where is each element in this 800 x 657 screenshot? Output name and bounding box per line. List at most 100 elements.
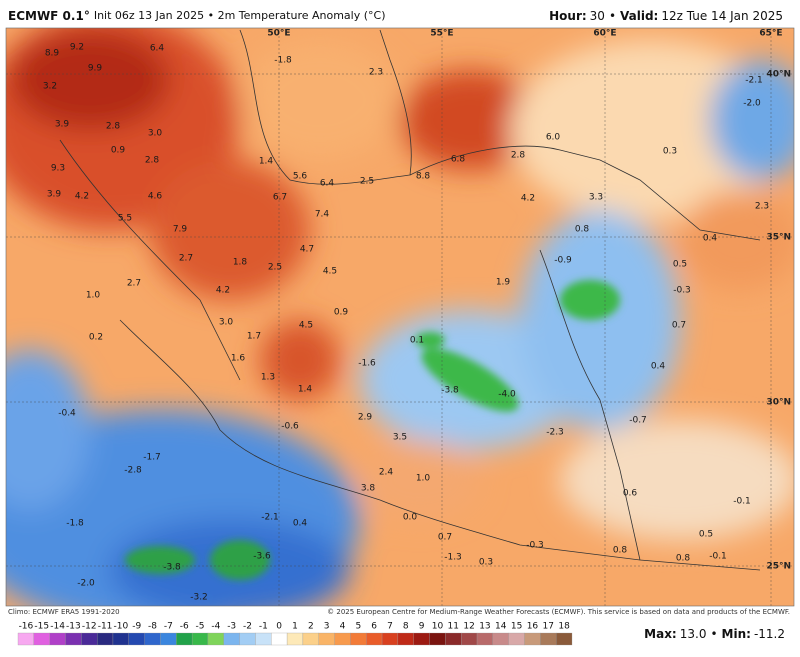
anomaly-field [6,28,794,606]
anomaly-value: 0.7 [672,321,686,331]
anomaly-value: 2.7 [127,279,141,289]
colorbar-label: 17 [543,622,554,632]
colorbar-label: 10 [432,622,444,632]
anomaly-value: 2.8 [511,151,526,161]
anomaly-value: 2.9 [358,413,373,423]
anomaly-value: -2.8 [124,466,142,476]
colorbar-label: -9 [132,622,141,632]
colorbar-swatch [318,632,335,646]
colorbar-label: 9 [419,622,425,632]
anomaly-value: 2.7 [179,254,193,264]
colorbar-label: 11 [448,622,459,632]
anomaly-value: 6.4 [150,44,165,54]
anomaly-value: 3.3 [589,193,603,203]
colorbar-label: 7 [387,622,393,632]
anomaly-value: 4.6 [148,192,163,202]
stats: Max: 13.0 • Min: -11.2 [644,627,785,641]
anomaly-value: 4.5 [323,267,337,277]
colorbar-label: 12 [463,622,474,632]
anomaly-value: 0.1 [410,336,424,346]
anomaly-value: -0.9 [554,256,572,266]
anomaly-value: 6.8 [451,155,466,165]
colorbar-swatch [334,632,351,646]
lon-label: 55°E [430,29,453,39]
lat-label: 25°N [766,562,791,572]
anomaly-value: 1.8 [233,258,248,268]
colorbar-swatch [461,632,478,646]
colorbar-swatch [65,632,82,646]
colorbar-swatch [191,632,209,646]
anomaly-value: 2.8 [145,156,160,166]
anomaly-value: -2.3 [546,428,564,438]
anomaly-value: -3.2 [190,593,208,603]
anomaly-value: 1.4 [259,157,274,167]
lat-label: 30°N [766,398,791,408]
colorbar-label: 3 [324,622,330,632]
colorbar-swatch [429,632,446,646]
colorbar-swatch [508,632,525,646]
anomaly-value: 1.0 [86,291,101,301]
colorbar-swatch [540,632,557,646]
anomaly-value: -0.1 [709,552,727,562]
anomaly-value: -3.8 [441,386,459,396]
colorbar-label: -5 [196,622,205,632]
lon-label: 65°E [759,29,782,39]
colorbar-swatch [255,632,272,646]
hour-label: Hour: [549,9,587,23]
colorbar-swatch [476,632,494,646]
colorbar-label: 13 [479,622,490,632]
max-label: Max: [644,627,677,641]
anomaly-value: -3.6 [253,552,271,562]
colorbar-label: 8 [403,622,409,632]
anomaly-value: 0.8 [575,225,590,235]
anomaly-value: 1.4 [298,385,313,395]
credit: © 2025 European Centre for Medium-Range … [327,608,790,616]
border [409,145,761,241]
colorbar-swatch [524,632,541,646]
init: Init 06z 13 Jan 2025 • 2m Temperature An… [94,9,386,22]
colorbar-swatch [144,632,161,646]
anomaly-value: 0.2 [89,333,103,343]
colorbar-swatch [350,632,367,646]
anomaly-value: 4.2 [216,286,230,296]
anomaly-value: -4.0 [498,390,516,400]
anomaly-value: -0.6 [281,422,299,432]
colorbar-label: -12 [82,622,97,632]
gulf-coast [119,319,761,571]
anomaly-value: 4.5 [299,321,313,331]
anomaly-value: 9.3 [51,164,65,174]
anomaly-value: 3.2 [43,82,57,92]
colorbar-swatch [49,632,66,646]
border [539,249,641,561]
anomaly-value: 2.5 [268,263,282,273]
anomaly-value: 3.8 [361,484,376,494]
anomaly-value: 0.3 [479,558,493,568]
colorbar-label: 6 [371,622,377,632]
colorbar-label: -15 [34,622,49,632]
min: -11.2 [754,627,785,641]
hour: 30 [590,9,605,23]
header-right: Hour: 30 • Valid: 12z Tue 14 Jan 2025 [549,9,783,23]
anomaly-value: -1.3 [444,553,462,563]
colorbar-swatch [239,632,256,646]
anomaly-value: 0.9 [111,146,126,156]
colorbar-label: 2 [308,622,314,632]
colorbar-label: -2 [243,622,252,632]
colorbar-label: 1 [292,622,298,632]
anomaly-value: 0.7 [438,533,452,543]
anomaly-value: 8.9 [45,49,60,59]
anomaly-value: 0.3 [663,147,677,157]
colorbar-label: -13 [66,622,81,632]
lat-label: 35°N [766,233,791,243]
max: 13.0 [680,627,707,641]
anomaly-value: 6.7 [273,193,287,203]
anomaly-value: 0.4 [703,234,718,244]
colorbar-label: -4 [211,622,220,632]
colorbar-swatch [381,632,399,646]
anomaly-value: 1.0 [416,474,431,484]
valid: 12z Tue 14 Jan 2025 [661,9,783,23]
anomaly-value: -2.1 [261,513,279,523]
lon-label: 60°E [593,29,616,39]
min-label: Min: [722,627,751,641]
